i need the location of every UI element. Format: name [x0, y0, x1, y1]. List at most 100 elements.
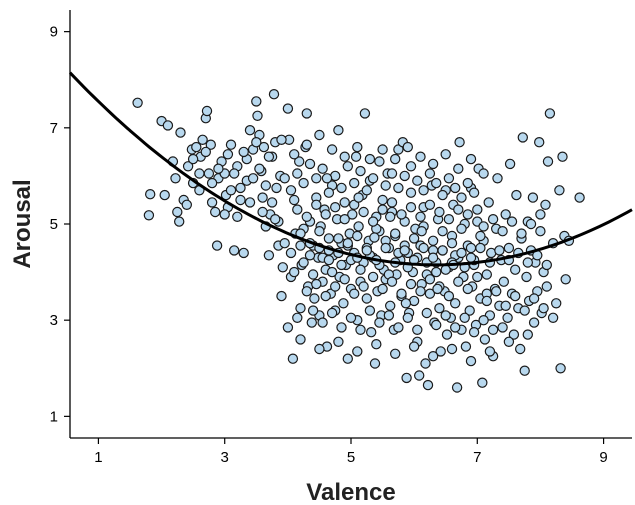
data-point: [424, 168, 436, 179]
data-point: [492, 173, 503, 184]
data-point: [333, 233, 344, 244]
data-point: [311, 199, 322, 210]
data-point: [554, 185, 565, 196]
data-point: [415, 151, 426, 162]
data-point: [374, 317, 385, 328]
data-point: [456, 192, 467, 203]
data-point: [415, 211, 426, 222]
data-point: [309, 293, 320, 304]
data-point: [270, 213, 281, 225]
data-point: [330, 201, 341, 213]
data-point: [574, 192, 585, 203]
data-point: [418, 185, 429, 196]
data-point: [257, 206, 268, 218]
data-point: [175, 127, 186, 138]
data-point: [555, 363, 566, 374]
data-point: [540, 199, 551, 210]
data-point: [287, 353, 299, 364]
data-point: [314, 129, 325, 141]
data-point: [462, 209, 473, 220]
data-point: [522, 257, 534, 268]
data-point: [557, 151, 568, 162]
data-point: [424, 288, 436, 299]
data-point: [390, 153, 401, 165]
data-point: [263, 151, 275, 162]
x-tick-label: 5: [347, 449, 355, 466]
data-point: [276, 134, 287, 145]
data-point: [399, 170, 410, 182]
data-point: [475, 230, 486, 242]
data-point: [542, 156, 554, 167]
data-point: [339, 213, 350, 225]
data-point: [213, 163, 224, 174]
data-point: [235, 194, 246, 206]
data-point: [339, 197, 350, 208]
data-point: [333, 124, 344, 136]
data-point: [440, 310, 451, 321]
data-point: [342, 237, 353, 249]
data-point: [364, 305, 376, 316]
y-tick-label: 5: [50, 216, 58, 233]
x-tick-label: 1: [94, 449, 102, 466]
data-point: [282, 103, 294, 114]
data-point: [271, 182, 282, 194]
data-point: [301, 286, 312, 297]
data-point: [203, 168, 215, 179]
data-point: [516, 228, 527, 239]
data-point: [347, 209, 358, 220]
data-point: [364, 153, 376, 165]
data-point: [560, 274, 571, 285]
data-point: [232, 211, 243, 222]
data-point: [478, 168, 489, 179]
data-point: [396, 209, 407, 220]
data-point: [446, 343, 458, 355]
data-point: [342, 161, 353, 172]
data-point: [427, 351, 439, 362]
data-point: [386, 276, 398, 287]
data-point: [421, 307, 432, 319]
data-point: [483, 197, 494, 208]
data-point: [390, 228, 401, 239]
data-point: [408, 341, 420, 352]
data-point: [282, 322, 294, 333]
data-point: [326, 307, 338, 319]
data-point: [511, 189, 522, 201]
data-point: [295, 240, 306, 251]
data-point: [298, 257, 309, 268]
data-point: [453, 204, 464, 215]
data-point: [547, 312, 559, 323]
data-point: [374, 156, 385, 167]
data-point: [450, 322, 461, 333]
data-point: [487, 213, 499, 225]
data-point: [377, 283, 388, 295]
data-point: [525, 218, 537, 230]
data-point: [464, 305, 475, 316]
y-tick-label: 3: [50, 312, 58, 329]
data-point: [170, 173, 181, 184]
data-point: [367, 216, 379, 227]
data-point: [479, 334, 491, 345]
data-point: [424, 199, 436, 210]
data-point: [528, 317, 540, 328]
data-point: [263, 250, 275, 261]
data-point: [472, 271, 483, 283]
data-point: [350, 151, 362, 162]
data-point: [422, 379, 434, 391]
data-point: [311, 173, 322, 184]
data-point: [504, 158, 516, 170]
data-point: [306, 317, 317, 328]
data-point: [279, 237, 290, 249]
data-point: [338, 298, 349, 309]
data-point: [481, 295, 492, 307]
data-point: [478, 315, 489, 326]
data-point: [456, 223, 467, 234]
data-point: [427, 235, 439, 246]
data-point: [443, 290, 455, 302]
data-point: [359, 108, 371, 119]
data-point: [551, 298, 562, 309]
data-point: [201, 105, 213, 117]
data-point: [252, 110, 263, 122]
data-point: [292, 168, 303, 179]
data-point: [172, 206, 183, 218]
data-point: [435, 346, 446, 357]
